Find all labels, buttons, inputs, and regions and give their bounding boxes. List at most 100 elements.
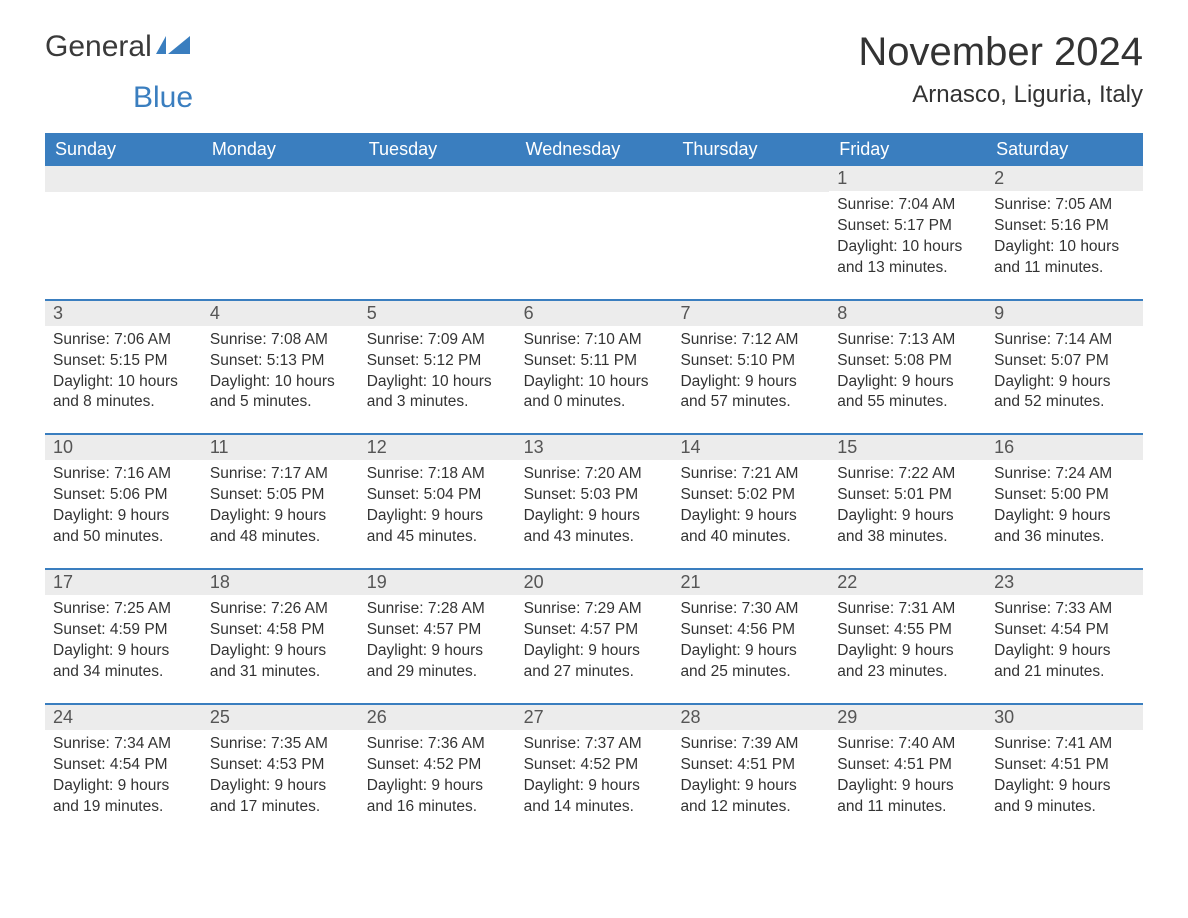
day-cell: 23Sunrise: 7:33 AMSunset: 4:54 PMDayligh… [986,570,1143,691]
day-cell: 30Sunrise: 7:41 AMSunset: 4:51 PMDayligh… [986,705,1143,826]
sunrise-text: Sunrise: 7:31 AM [837,599,978,620]
day-body: Sunrise: 7:34 AMSunset: 4:54 PMDaylight:… [45,730,202,826]
day-cell: 8Sunrise: 7:13 AMSunset: 5:08 PMDaylight… [829,301,986,422]
day-cell: 28Sunrise: 7:39 AMSunset: 4:51 PMDayligh… [672,705,829,826]
month-title: November 2024 [858,30,1143,75]
day-body: Sunrise: 7:29 AMSunset: 4:57 PMDaylight:… [516,595,673,691]
day-cell: 3Sunrise: 7:06 AMSunset: 5:15 PMDaylight… [45,301,202,422]
daylight-text-1: Daylight: 9 hours [837,641,978,662]
day-cell [672,166,829,287]
sunset-text: Sunset: 4:51 PM [680,755,821,776]
daylight-text-1: Daylight: 10 hours [53,372,194,393]
daylight-text-2: and 40 minutes. [680,527,821,548]
daylight-text-1: Daylight: 9 hours [837,776,978,797]
day-number: 11 [202,435,359,460]
daylight-text-1: Daylight: 9 hours [524,506,665,527]
week-row: 17Sunrise: 7:25 AMSunset: 4:59 PMDayligh… [45,568,1143,691]
day-body: Sunrise: 7:13 AMSunset: 5:08 PMDaylight:… [829,326,986,422]
day-cell: 10Sunrise: 7:16 AMSunset: 5:06 PMDayligh… [45,435,202,556]
day-body: Sunrise: 7:10 AMSunset: 5:11 PMDaylight:… [516,326,673,422]
sunset-text: Sunset: 5:06 PM [53,485,194,506]
day-body: Sunrise: 7:40 AMSunset: 4:51 PMDaylight:… [829,730,986,826]
day-body: Sunrise: 7:35 AMSunset: 4:53 PMDaylight:… [202,730,359,826]
day-number: 2 [986,166,1143,191]
daylight-text-1: Daylight: 10 hours [367,372,508,393]
sunrise-text: Sunrise: 7:08 AM [210,330,351,351]
day-of-week-header: Friday [829,133,986,166]
daylight-text-2: and 38 minutes. [837,527,978,548]
sunset-text: Sunset: 5:03 PM [524,485,665,506]
daylight-text-2: and 29 minutes. [367,662,508,683]
day-cell [359,166,516,287]
day-of-week-header: Tuesday [359,133,516,166]
day-of-week-header: Monday [202,133,359,166]
sunset-text: Sunset: 4:51 PM [994,755,1135,776]
sunrise-text: Sunrise: 7:20 AM [524,464,665,485]
day-number [359,166,516,192]
day-number: 1 [829,166,986,191]
daylight-text-1: Daylight: 9 hours [210,506,351,527]
day-number: 18 [202,570,359,595]
day-cell: 17Sunrise: 7:25 AMSunset: 4:59 PMDayligh… [45,570,202,691]
day-cell: 9Sunrise: 7:14 AMSunset: 5:07 PMDaylight… [986,301,1143,422]
daylight-text-1: Daylight: 9 hours [837,372,978,393]
day-cell: 29Sunrise: 7:40 AMSunset: 4:51 PMDayligh… [829,705,986,826]
sunset-text: Sunset: 4:54 PM [994,620,1135,641]
daylight-text-1: Daylight: 10 hours [210,372,351,393]
sunset-text: Sunset: 4:59 PM [53,620,194,641]
day-cell: 25Sunrise: 7:35 AMSunset: 4:53 PMDayligh… [202,705,359,826]
day-body: Sunrise: 7:33 AMSunset: 4:54 PMDaylight:… [986,595,1143,691]
sunrise-text: Sunrise: 7:10 AM [524,330,665,351]
day-number: 29 [829,705,986,730]
daylight-text-2: and 16 minutes. [367,797,508,818]
daylight-text-2: and 55 minutes. [837,392,978,413]
sunrise-text: Sunrise: 7:28 AM [367,599,508,620]
daylight-text-2: and 25 minutes. [680,662,821,683]
sunrise-text: Sunrise: 7:34 AM [53,734,194,755]
day-body: Sunrise: 7:04 AMSunset: 5:17 PMDaylight:… [829,191,986,287]
daylight-text-2: and 3 minutes. [367,392,508,413]
day-number: 15 [829,435,986,460]
day-number: 21 [672,570,829,595]
sunrise-text: Sunrise: 7:05 AM [994,195,1135,216]
day-of-week-header: Sunday [45,133,202,166]
day-number: 24 [45,705,202,730]
day-body: Sunrise: 7:26 AMSunset: 4:58 PMDaylight:… [202,595,359,691]
day-body: Sunrise: 7:39 AMSunset: 4:51 PMDaylight:… [672,730,829,826]
day-body: Sunrise: 7:17 AMSunset: 5:05 PMDaylight:… [202,460,359,556]
sunset-text: Sunset: 4:56 PM [680,620,821,641]
daylight-text-1: Daylight: 9 hours [524,776,665,797]
sunrise-text: Sunrise: 7:40 AM [837,734,978,755]
sunrise-text: Sunrise: 7:04 AM [837,195,978,216]
day-number: 13 [516,435,673,460]
day-body: Sunrise: 7:31 AMSunset: 4:55 PMDaylight:… [829,595,986,691]
sunrise-text: Sunrise: 7:13 AM [837,330,978,351]
daylight-text-1: Daylight: 9 hours [367,641,508,662]
day-number: 28 [672,705,829,730]
day-body: Sunrise: 7:18 AMSunset: 5:04 PMDaylight:… [359,460,516,556]
day-number: 20 [516,570,673,595]
day-cell: 16Sunrise: 7:24 AMSunset: 5:00 PMDayligh… [986,435,1143,556]
sunset-text: Sunset: 5:15 PM [53,351,194,372]
day-body: Sunrise: 7:12 AMSunset: 5:10 PMDaylight:… [672,326,829,422]
sunrise-text: Sunrise: 7:09 AM [367,330,508,351]
day-body: Sunrise: 7:36 AMSunset: 4:52 PMDaylight:… [359,730,516,826]
daylight-text-1: Daylight: 9 hours [53,776,194,797]
daylight-text-2: and 12 minutes. [680,797,821,818]
sunset-text: Sunset: 5:08 PM [837,351,978,372]
daylight-text-2: and 11 minutes. [837,797,978,818]
day-of-week-row: SundayMondayTuesdayWednesdayThursdayFrid… [45,133,1143,166]
daylight-text-2: and 17 minutes. [210,797,351,818]
sunset-text: Sunset: 4:57 PM [367,620,508,641]
sunset-text: Sunset: 5:17 PM [837,216,978,237]
day-cell: 1Sunrise: 7:04 AMSunset: 5:17 PMDaylight… [829,166,986,287]
day-number: 6 [516,301,673,326]
day-number: 23 [986,570,1143,595]
location-label: Arnasco, Liguria, Italy [858,81,1143,109]
sunrise-text: Sunrise: 7:21 AM [680,464,821,485]
daylight-text-2: and 31 minutes. [210,662,351,683]
day-cell: 13 Sunrise: 7:20 AMSunset: 5:03 PMDayligh… [516,435,673,556]
logo-flag-icon [156,36,190,58]
day-number: 26 [359,705,516,730]
day-body: Sunrise: 7:08 AMSunset: 5:13 PMDaylight:… [202,326,359,422]
